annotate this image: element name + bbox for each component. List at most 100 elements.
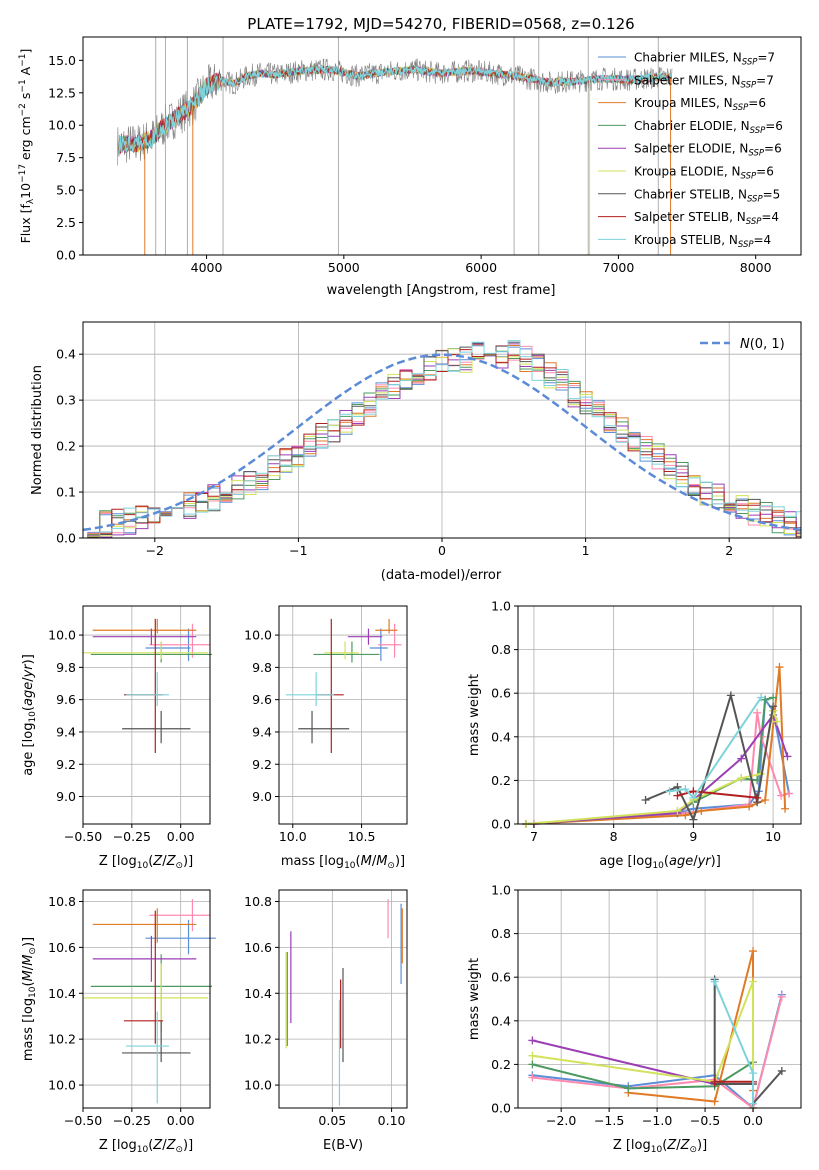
mass-vs-EBV-xtick-label: 0.10 [378, 1113, 406, 1128]
series-marker-chabrier-stelib [777, 1066, 786, 1075]
series-kroupa-stelib [710, 977, 758, 1108]
series-line-kroupa-stelib [669, 697, 762, 800]
residuals-marks [82, 340, 802, 539]
mass-weight-vs-Z-frame [517, 889, 802, 1109]
mass-vs-Z-axes: −0.50 −0.25 0.00 10.0 10.2 10.4 10.6 10.8 Z [log… [21, 889, 216, 1155]
residuals-xtick-label: −1 [289, 543, 307, 558]
series-kroupa-stelib [665, 693, 766, 802]
series-marker-chabrier-elodie [769, 693, 778, 702]
residuals-ylabel: Normed distribution [30, 365, 45, 495]
mass-vs-Z-ylabel: mass [log10(M/M⊙)] [21, 937, 38, 1061]
mass-weight-vs-age-xtick-label: 8 [610, 829, 618, 844]
age-vs-mass-marks [285, 618, 402, 753]
residuals-ytick-label: 0.1 [56, 485, 76, 500]
age-vs-Z-ytick-label: 9.2 [56, 757, 76, 772]
mass-weight-vs-Z-xtick-label: −1.0 [642, 1113, 672, 1128]
age-vs-mass-ytick-label: 10.0 [244, 628, 272, 643]
mass-weight-vs-age-marks [521, 663, 794, 828]
residuals-xtick-label: 0 [438, 543, 446, 558]
residuals-legend: N(0, 1) [700, 337, 785, 352]
mass-weight-vs-age-ytick-label: 0.2 [491, 773, 511, 788]
mass-weight-vs-Z-ytick-label: 1.0 [491, 883, 511, 898]
legend-label-kroupa-stelib: Kroupa STELIB, NSSP=4 [634, 233, 771, 250]
series-marker-chabrier-stelib [769, 702, 778, 711]
legend-label-chabrier-elodie: Chabrier ELODIE, NSSP=6 [634, 119, 783, 136]
series-marker-kroupa-stelib [757, 693, 766, 702]
age-vs-Z-axes: −0.50 −0.25 0.00 9.0 9.2 9.4 9.6 9.8 10.0 Z [log1… [21, 605, 212, 871]
age-vs-Z-plot [82, 606, 210, 824]
mass-weight-vs-Z-xtick-label: −1.5 [594, 1113, 624, 1128]
series-marker-kroupa-stelib [665, 787, 674, 796]
age-vs-Z-xtick-label: 0.00 [167, 829, 195, 844]
hist-kroupa-elodie [83, 348, 801, 539]
mass-weight-vs-Z-plot [518, 889, 801, 1109]
errorbar-kroupa-stelib [125, 1011, 169, 1104]
mass-weight-vs-Z-ylabel: mass weight [467, 958, 482, 1040]
series-marker-kroupa-elodie [528, 1051, 537, 1060]
errorbar-salpeter-stelib [316, 618, 344, 753]
mass-vs-Z-ytick-label: 10.6 [48, 940, 76, 955]
series-kroupa-elodie [528, 977, 758, 1112]
mass-vs-EBV-frame [278, 889, 408, 1109]
series-marker-kroupa-elodie [773, 717, 782, 726]
age-vs-Z-xlabel: Z [log10(Z/Z⊙)] [99, 854, 193, 871]
legend-label-salpeter-miles: Salpeter MILES, NSSP=7 [634, 73, 774, 90]
spectrum-xtick-label: 6000 [465, 260, 497, 275]
series-marker-kroupa-miles [681, 811, 690, 820]
mass-vs-EBV-ytick-label: 10.4 [244, 986, 272, 1001]
series-marker-kroupa-miles [749, 947, 758, 956]
errorbar-chabrier-stelib [122, 1020, 191, 1063]
series-marker-kroupa-miles [697, 806, 706, 815]
mass-vs-Z-ytick-label: 10.8 [48, 894, 76, 909]
age-vs-mass-axes: 10.0 10.5 9.0 9.2 9.4 9.6 9.8 10.0 mass [log10(M… [244, 605, 408, 871]
mass-weight-vs-age-ytick-label: 0.0 [491, 817, 511, 832]
series-marker-salpeter-stelib [710, 1077, 719, 1086]
series-marker-kroupa-stelib [749, 1069, 758, 1078]
spectrum-ytick-label: 5.0 [56, 183, 76, 198]
series-marker-salpeter-miles [528, 1073, 537, 1082]
errorbar-kroupa-elodie [324, 641, 359, 660]
mass-vs-Z-frame [82, 889, 211, 1109]
age-vs-mass-xtick-label: 10.0 [279, 829, 307, 844]
errorbar-kroupa-elodie [83, 641, 209, 660]
series-line-chabrier-stelib [713, 979, 783, 1107]
residuals-ytick-label: 0.0 [56, 531, 76, 546]
spectrum-legend: Chabrier MILES, NSSP=7 Salpeter MILES, NS… [598, 51, 783, 250]
series-marker-chabrier-elodie [528, 1060, 537, 1069]
age-vs-mass-xtick-label: 10.5 [348, 829, 376, 844]
errorbar-kroupa-miles [92, 908, 197, 943]
residuals-xlabel: (data-model)/error [381, 568, 502, 583]
mass-weight-vs-Z-xtick-label: −0.5 [690, 1113, 720, 1128]
residuals-xtick-label: 2 [725, 543, 733, 558]
series-line-salpeter-miles [533, 712, 790, 825]
mass-weight-vs-age-ytick-label: 0.6 [491, 686, 511, 701]
series-salpeter-stelib [673, 787, 762, 802]
errorbar-salpeter-elodie [92, 628, 197, 645]
series-marker-kroupa-miles [710, 1097, 719, 1106]
spectrum-xtick-label: 7000 [603, 260, 635, 275]
mass-vs-Z-xtick-label: 0.00 [167, 1113, 195, 1128]
model-spectrum-kroupa-stelib [118, 64, 672, 154]
residuals-ytick-label: 0.2 [56, 439, 76, 454]
mass-vs-EBV-ytick-label: 10.0 [244, 1078, 272, 1093]
spectrum-xtick-label: 4000 [191, 260, 223, 275]
series-marker-salpeter-elodie [737, 754, 746, 763]
series-marker-kroupa-elodie [673, 806, 682, 815]
errorbar-salpeter-miles [149, 899, 210, 932]
spectrum-frame [82, 36, 802, 256]
series-marker-kroupa-stelib [749, 1099, 758, 1108]
mass-weight-vs-Z-ytick-label: 0.6 [491, 970, 511, 985]
age-vs-Z-ytick-label: 9.6 [56, 692, 76, 707]
residuals-axes: −2 −1 0 1 2 0.0 0.1 0.2 0.3 0.4 N(0, 1) (data-model… [30, 321, 802, 583]
series-marker-kroupa-miles [745, 802, 754, 811]
spectrum-marks [117, 37, 673, 255]
age-vs-mass-plot [279, 606, 407, 824]
series-marker-chabrier-stelib [641, 796, 650, 805]
errorbar-kroupa-stelib [285, 672, 335, 707]
series-marker-kroupa-miles [781, 804, 790, 813]
mass-weight-vs-Z-ytick-label: 0.8 [491, 926, 511, 941]
gaussian-reference [82, 353, 802, 532]
residuals-xtick-label: 1 [582, 543, 590, 558]
spectrum-xlabel: wavelength [Angstrom, rest frame] [327, 283, 556, 298]
series-marker-salpeter-stelib [673, 791, 682, 800]
